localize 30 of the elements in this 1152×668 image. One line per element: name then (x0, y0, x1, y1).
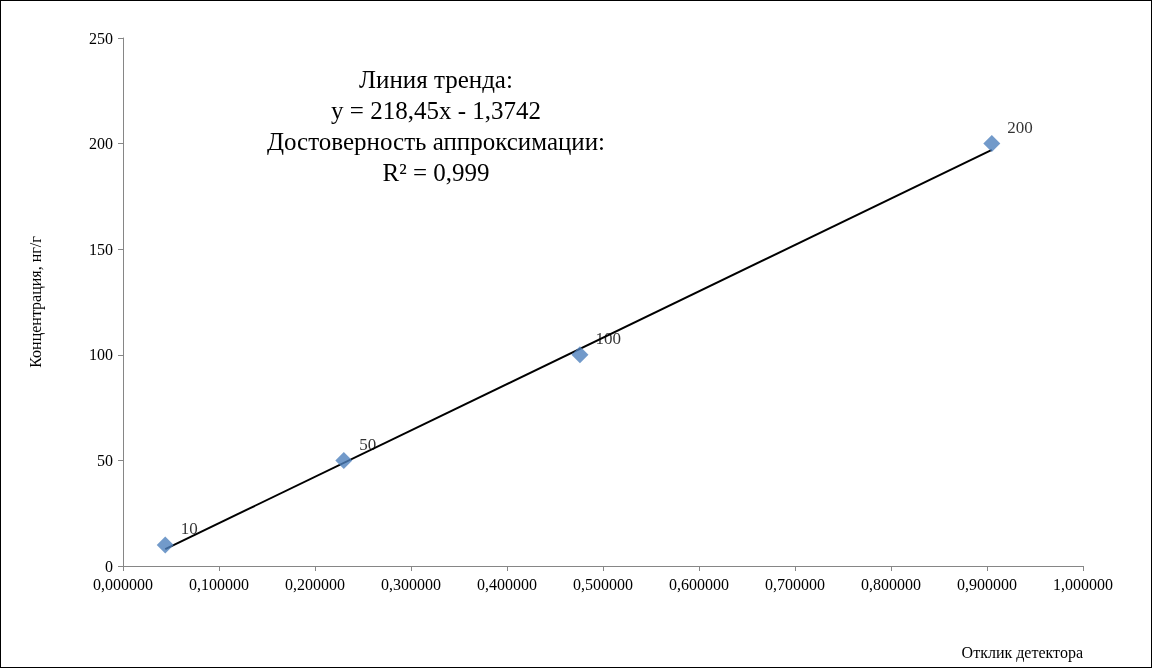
x-tick-label: 0,900000 (957, 575, 1017, 593)
x-tick-label: 0,500000 (573, 575, 633, 593)
point (335, 451, 353, 469)
x-tick-label: 0,200000 (285, 575, 345, 593)
point (156, 536, 174, 554)
y-tick-label: 0 (105, 557, 113, 575)
y-tick-label: 100 (89, 346, 113, 364)
y-tick-label: 150 (89, 240, 113, 258)
x-tick-label: 0,800000 (861, 575, 921, 593)
annotation: Достоверность аппроксимации: (266, 128, 606, 155)
data-label: 200 (1007, 118, 1033, 138)
y-axis-title: Концентрация, нг/г (26, 235, 45, 368)
x-axis-title: Отклик детектора (961, 643, 1083, 662)
annotation: R² = 0,999 (382, 159, 490, 186)
annotation: Линия тренда: (359, 66, 513, 93)
y-tick-label: 200 (89, 135, 113, 153)
x-tick-label: 0,300000 (381, 575, 441, 593)
x-tick-label: 0,600000 (669, 575, 729, 593)
annotation: y = 218,45x - 1,3742 (331, 97, 541, 124)
data-label: 100 (595, 329, 621, 349)
x-tick-label: 0,100000 (189, 575, 249, 593)
x-tick-label: 1,000000 (1053, 575, 1113, 593)
data-label: 10 (180, 519, 198, 539)
x-tick-label: 0,700000 (765, 575, 825, 593)
y-tick-label: 50 (97, 451, 113, 469)
x-tick-label: 0,000000 (93, 575, 153, 593)
point (571, 346, 589, 364)
point (983, 135, 1001, 153)
y-tick-label: 250 (89, 29, 113, 47)
x-tick-label: 0,400000 (477, 575, 537, 593)
